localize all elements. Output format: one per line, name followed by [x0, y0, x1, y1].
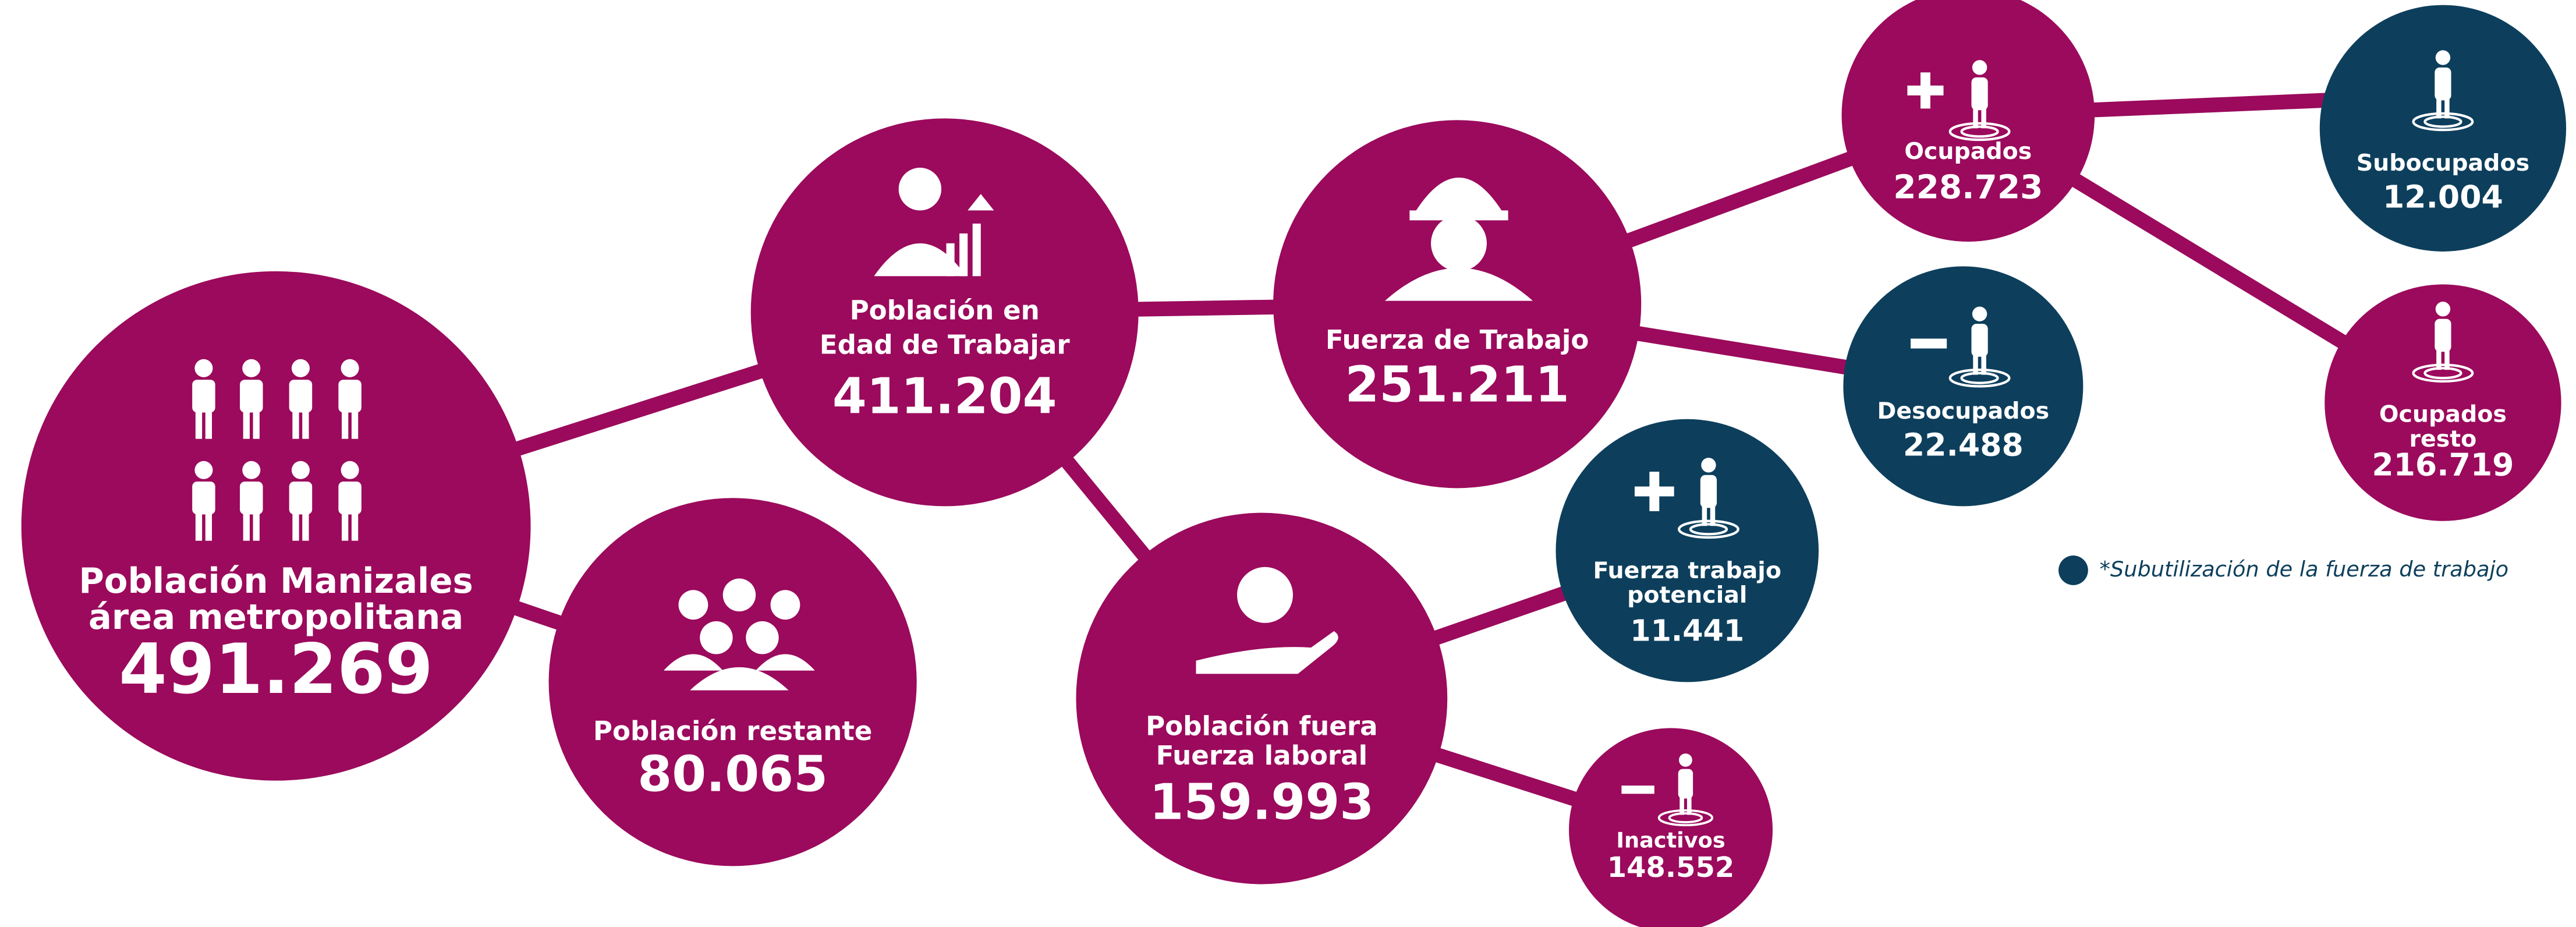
node-label: potencial: [1627, 582, 1747, 608]
node-value: 228.723: [1893, 168, 2043, 206]
node-label: Fuerza laboral: [1156, 740, 1368, 771]
worker-growth-icon: [874, 168, 994, 277]
node-circle: [2319, 5, 2567, 252]
money-hand-icon: [1196, 567, 1338, 674]
node-label: Fuerza trabajo: [1593, 557, 1781, 584]
node-label: área metropolitana: [88, 597, 463, 637]
node-label: Subocupados: [2357, 150, 2529, 176]
legend-dot: [2058, 556, 2088, 585]
node-circle: [1841, 0, 2095, 242]
node-value: 148.552: [1607, 851, 1734, 884]
node-label: Población restante: [593, 716, 873, 746]
node-label: resto: [2410, 426, 2477, 452]
node: Población en Edad de Trabajar 411.204: [750, 118, 1139, 507]
node-label: Edad de Trabajar: [820, 330, 1071, 360]
node-value: 11.441: [1630, 614, 1744, 648]
node-circle: [1569, 728, 1773, 927]
plus-minus-icons: [1621, 72, 1947, 794]
node-circle: [1555, 419, 1819, 682]
node-circle: [750, 118, 1139, 507]
helmet-icon: [1385, 177, 1533, 301]
node-label: Fuerza de Trabajo: [1326, 324, 1589, 355]
node-circle: [1076, 512, 1448, 884]
node-value: 80.065: [637, 745, 828, 802]
node-label: Población fuera: [1146, 710, 1378, 741]
node-circle: [1273, 120, 1642, 489]
node-value: 491.269: [119, 629, 433, 709]
node-circle: [2325, 284, 2561, 521]
node-value: 411.204: [832, 367, 1057, 424]
crowd-icon: [664, 578, 815, 691]
node-label: Población Manizales: [79, 561, 473, 601]
node-value: 216.719: [2372, 446, 2514, 483]
node-label: Ocupados: [1904, 138, 2032, 165]
node-value: 159.993: [1150, 773, 1374, 830]
node: Ocupados 228.723: [1841, 0, 2095, 242]
node-value: 251.211: [1345, 356, 1569, 413]
node-circle: [1843, 266, 2084, 507]
node-label: Inactivos: [1616, 828, 1725, 853]
node-circle: [21, 271, 531, 781]
node-label: Desocupados: [1877, 398, 2050, 424]
node-value: 22.488: [1903, 426, 2024, 463]
legend-text: *Subutilización de la fuerza de trabajo: [2100, 557, 2509, 582]
node-label: Población en: [850, 295, 1040, 325]
icons: [192, 50, 2472, 827]
node-label: Ocupados: [2379, 401, 2507, 428]
node-value: 12.004: [2383, 178, 2503, 215]
